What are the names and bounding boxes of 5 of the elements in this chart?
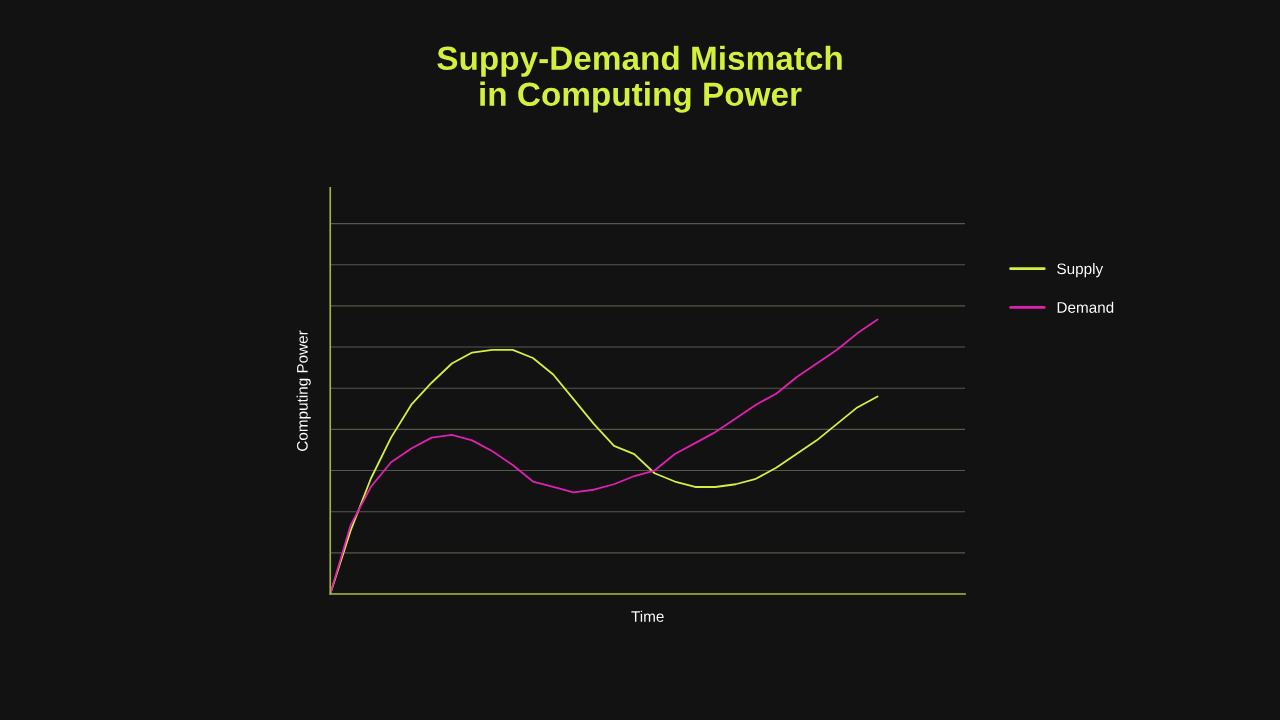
- chart-title: Suppy-Demand Mismatch in Computing Power: [437, 45, 842, 113]
- x-axis-title: Time: [631, 610, 664, 622]
- legend-label: Supply: [1057, 262, 1104, 278]
- y-axis-title: Computing Power: [296, 330, 311, 451]
- legend-label: Demand: [1057, 301, 1114, 313]
